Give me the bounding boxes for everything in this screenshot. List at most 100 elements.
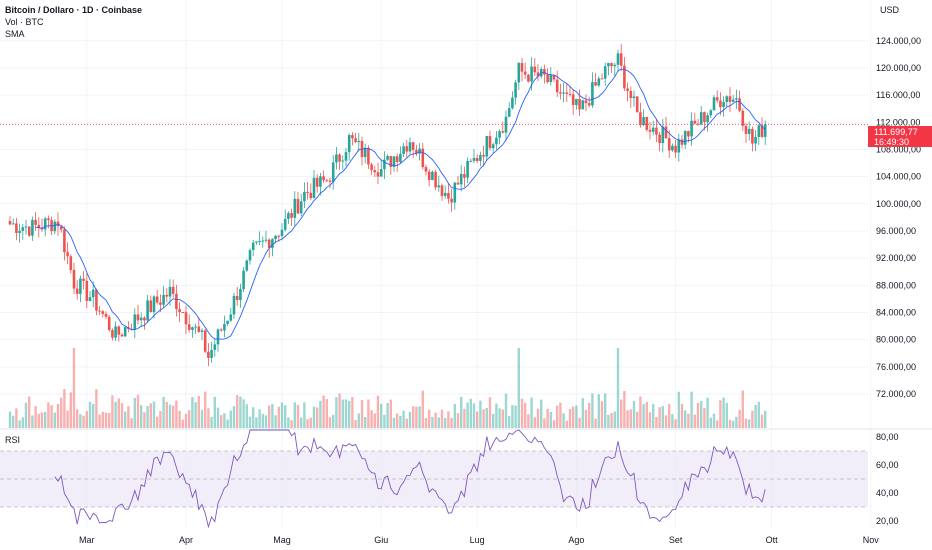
volume-bar [373, 413, 376, 428]
rsi-legend[interactable]: RSI [5, 435, 21, 445]
volume-bar [284, 405, 287, 428]
candle-body [312, 177, 316, 199]
volume-bar [399, 415, 402, 428]
candle-body [402, 146, 405, 154]
candle-body [623, 65, 626, 89]
candle-body [427, 171, 431, 181]
volume-bar [152, 401, 156, 428]
volume-bar [408, 411, 412, 428]
price-tick-label: 92.000,00 [876, 253, 916, 263]
volume-bar [229, 410, 232, 428]
candle-body [578, 99, 581, 110]
volume-bar [738, 409, 741, 428]
candle-body [251, 242, 255, 251]
candle-body [159, 302, 162, 305]
volume-bar [456, 413, 460, 428]
volume-bar [300, 417, 303, 428]
volume-bar [450, 417, 453, 428]
candle-body [667, 138, 671, 151]
volume-bar [50, 405, 53, 428]
volume-legend[interactable]: Vol · BTC [5, 17, 44, 27]
candle-body [690, 120, 693, 137]
volume-bar [92, 403, 95, 428]
candle-body [709, 110, 713, 116]
volume-bar [709, 417, 712, 428]
volume-bar [501, 409, 504, 428]
volume-bar [335, 397, 338, 428]
volume-bar [725, 402, 728, 428]
candle-body [75, 288, 79, 294]
candle-body [421, 148, 425, 168]
candle-body [555, 79, 559, 93]
volume-bar [460, 396, 463, 428]
volume-bar [556, 405, 559, 428]
volume-bar [594, 418, 597, 428]
candle-body [674, 145, 677, 153]
volume-bar [156, 416, 159, 428]
volume-bar [341, 399, 344, 428]
price-tick-label: 76.000,00 [876, 362, 916, 372]
volume-bar [344, 399, 348, 428]
volume-bar [700, 401, 703, 428]
candle-body [213, 344, 217, 350]
month-tick-label: Ott [766, 535, 779, 545]
candle-body [712, 97, 716, 111]
volume-bar [88, 401, 92, 428]
volume-bar [658, 407, 661, 428]
candle-body [642, 116, 645, 126]
volume-bar [117, 398, 120, 428]
candle-body [309, 192, 313, 199]
candle-body [293, 198, 297, 218]
volume-bar [655, 417, 658, 428]
volume-bar [584, 409, 588, 428]
volume-bar [82, 415, 85, 428]
candle-body [591, 82, 594, 106]
price-tick-label: 120.000,00 [876, 63, 921, 73]
price-tick-label: 108.000,00 [876, 144, 921, 154]
candle-body [629, 90, 633, 99]
volume-bar [610, 412, 613, 428]
candle-body [306, 191, 309, 193]
volume-bar [722, 397, 725, 428]
candle-body [178, 309, 181, 313]
candle-body [760, 125, 764, 137]
volume-bar [600, 401, 604, 428]
candle-body [101, 311, 105, 314]
candle-body [197, 326, 201, 332]
volume-bar [28, 396, 31, 428]
candle-body [703, 112, 706, 123]
candle-body [283, 218, 287, 230]
volume-bar [616, 348, 620, 428]
volume-bar [124, 411, 127, 428]
currency-label[interactable]: USD [880, 5, 900, 15]
volume-bar [204, 391, 207, 428]
candle-body [338, 154, 341, 162]
volume-bar [748, 419, 751, 428]
candle-body [63, 229, 66, 253]
candle-body [440, 185, 444, 196]
volume-bar [684, 410, 687, 428]
volume-bar [530, 397, 533, 428]
candle-body [235, 295, 239, 301]
candle-body [584, 100, 588, 104]
candle-body [687, 130, 690, 137]
volume-bar [220, 415, 223, 428]
volume-bar [69, 392, 72, 428]
volume-bar [597, 394, 600, 428]
volume-bar [332, 414, 335, 428]
candle-body [37, 224, 41, 228]
sma-legend[interactable]: SMA [5, 29, 25, 39]
candle-body [549, 74, 553, 83]
candle-body [466, 161, 469, 178]
volume-bar [517, 348, 520, 428]
volume-bar [712, 413, 716, 428]
volume-bar [338, 393, 341, 428]
volume-bar [437, 417, 440, 428]
volume-bar [652, 404, 655, 428]
price-tick-label: 96.000,00 [876, 226, 916, 236]
volume-bar [367, 399, 370, 428]
volume-bar [511, 405, 514, 428]
symbol-title[interactable]: Bitcoin / Dollaro · 1D · Coinbase [5, 5, 143, 15]
volume-bar [463, 408, 466, 428]
